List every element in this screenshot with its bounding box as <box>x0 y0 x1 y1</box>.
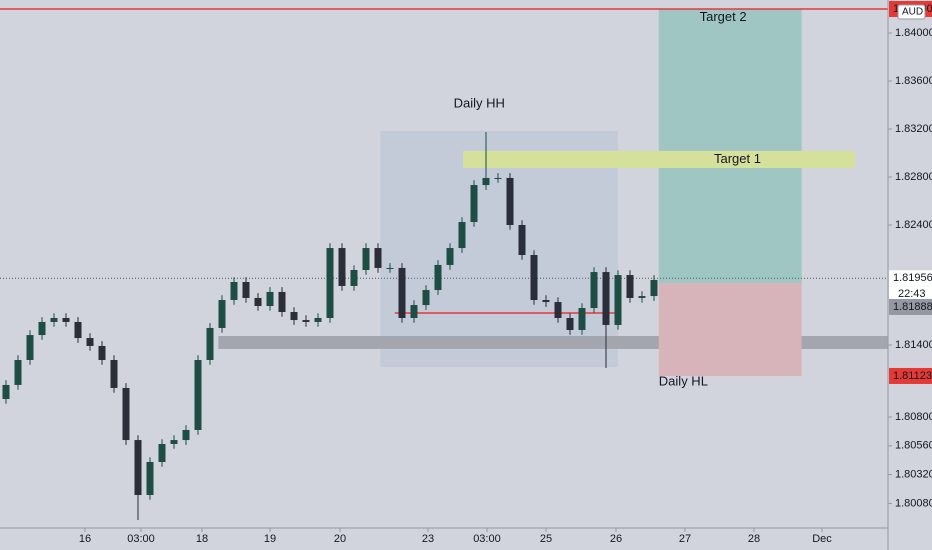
candle-body <box>446 248 454 265</box>
candle-body <box>146 462 154 495</box>
price-label-box <box>889 367 932 384</box>
candle-body <box>290 312 298 321</box>
candle-body <box>230 282 238 300</box>
candle-body <box>122 387 130 441</box>
x-tick-label: 16 <box>79 533 91 545</box>
candle-body <box>50 318 58 322</box>
zone <box>380 131 618 367</box>
x-tick-label: Dec <box>812 533 832 545</box>
price-label: 1.81123 <box>893 370 932 382</box>
candle-body <box>566 318 574 330</box>
annotation: Target 1 <box>714 151 761 166</box>
annotation: Daily HH <box>454 95 505 110</box>
candle-body <box>350 270 358 286</box>
x-tick-label: 27 <box>679 533 691 545</box>
y-tick-label: 1.80560 <box>895 440 932 452</box>
candle-body <box>470 185 478 222</box>
candle-body <box>638 296 646 298</box>
zone <box>463 150 855 168</box>
x-tick-label: 28 <box>748 533 760 545</box>
y-tick-label: 1.80320 <box>895 469 932 481</box>
zone <box>658 282 802 376</box>
annotation: Daily HL <box>659 373 708 388</box>
candle-body <box>398 267 406 318</box>
candle-body <box>314 318 322 322</box>
x-tick-label: 26 <box>610 533 622 545</box>
candle-body <box>410 305 418 318</box>
currency: AUD <box>902 7 923 18</box>
candle-body <box>302 320 310 322</box>
currency-box <box>897 4 926 20</box>
candle-body <box>506 177 514 225</box>
x-tick-label: 25 <box>540 533 552 545</box>
candle-body <box>182 429 190 441</box>
y-tick-label: 1.80080 <box>895 497 932 509</box>
y-tick-label: 1.84000 <box>895 27 932 39</box>
candle-body <box>386 267 394 269</box>
candle-body <box>422 290 430 306</box>
candle-body <box>242 282 250 298</box>
candle-body <box>614 275 622 325</box>
candle-body <box>38 321 46 336</box>
countdown-box <box>889 286 932 303</box>
price-label-box <box>889 270 932 287</box>
candle-body <box>110 360 118 388</box>
candle-body <box>266 291 274 306</box>
candle-body <box>650 279 658 297</box>
x-tick-label: 18 <box>196 533 208 545</box>
price-label-box <box>889 298 932 315</box>
candle-body <box>554 302 562 318</box>
candle-body <box>602 272 610 325</box>
price-label: 1.81956 <box>893 272 932 284</box>
y-tick-label: 1.82800 <box>895 171 932 183</box>
candle-body <box>206 327 214 360</box>
candle-body <box>326 248 334 318</box>
plot-area: Target 2 Target 1 Daily HH Daily HL <box>0 8 888 520</box>
candle-body <box>482 177 490 186</box>
candle-body <box>98 345 106 360</box>
candle-body <box>170 440 178 444</box>
candle-body <box>578 308 586 330</box>
y-tick-label: 1.82400 <box>895 219 932 231</box>
candle-body <box>62 318 70 322</box>
y-tick-label: 1.81400 <box>895 339 932 351</box>
candle-body <box>434 264 442 291</box>
y-tick-label: 1.83200 <box>895 123 932 135</box>
candle-body <box>158 444 166 462</box>
axes: 1.80080 1.80320 1.80560 1.80800 1.81400 1.824… <box>79 1 932 545</box>
candle-body <box>14 360 22 385</box>
zone <box>658 9 802 283</box>
countdown: 22:43 <box>898 288 926 300</box>
candle-body <box>254 297 262 306</box>
candle-body <box>590 272 598 309</box>
candle-body <box>542 300 550 303</box>
candle-body <box>362 248 370 270</box>
candle-body <box>74 321 82 339</box>
x-tick-label: 23 <box>422 533 434 545</box>
candle-body <box>338 248 346 286</box>
price-label: 1.81888 <box>893 301 932 313</box>
candle-body <box>458 222 466 249</box>
candle-body <box>374 248 382 268</box>
y-tick-label: 1.83600 <box>895 75 932 87</box>
candle-body <box>2 384 10 399</box>
candle-body <box>218 300 226 328</box>
candle-body <box>518 225 526 255</box>
candle-body <box>194 360 202 430</box>
candle-body <box>494 177 502 179</box>
x-tick-label: 03:00 <box>127 533 155 545</box>
annotation: Target 2 <box>700 9 747 24</box>
candle-body <box>278 291 286 312</box>
candle-body <box>626 275 634 298</box>
candle-body <box>134 440 142 495</box>
candle-body <box>530 255 538 300</box>
y-tick-label: 1.80800 <box>895 411 932 423</box>
candle-body <box>26 335 34 360</box>
x-tick-label: 20 <box>334 533 346 545</box>
candle-body <box>86 338 94 346</box>
x-tick-label: 19 <box>264 533 276 545</box>
x-tick-label: 03:00 <box>473 533 501 545</box>
